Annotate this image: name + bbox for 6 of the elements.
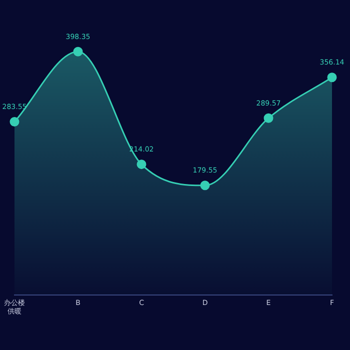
point [136, 160, 146, 170]
point [264, 113, 274, 123]
point [200, 180, 210, 190]
point [73, 46, 83, 56]
point [327, 72, 337, 82]
point [10, 117, 20, 127]
